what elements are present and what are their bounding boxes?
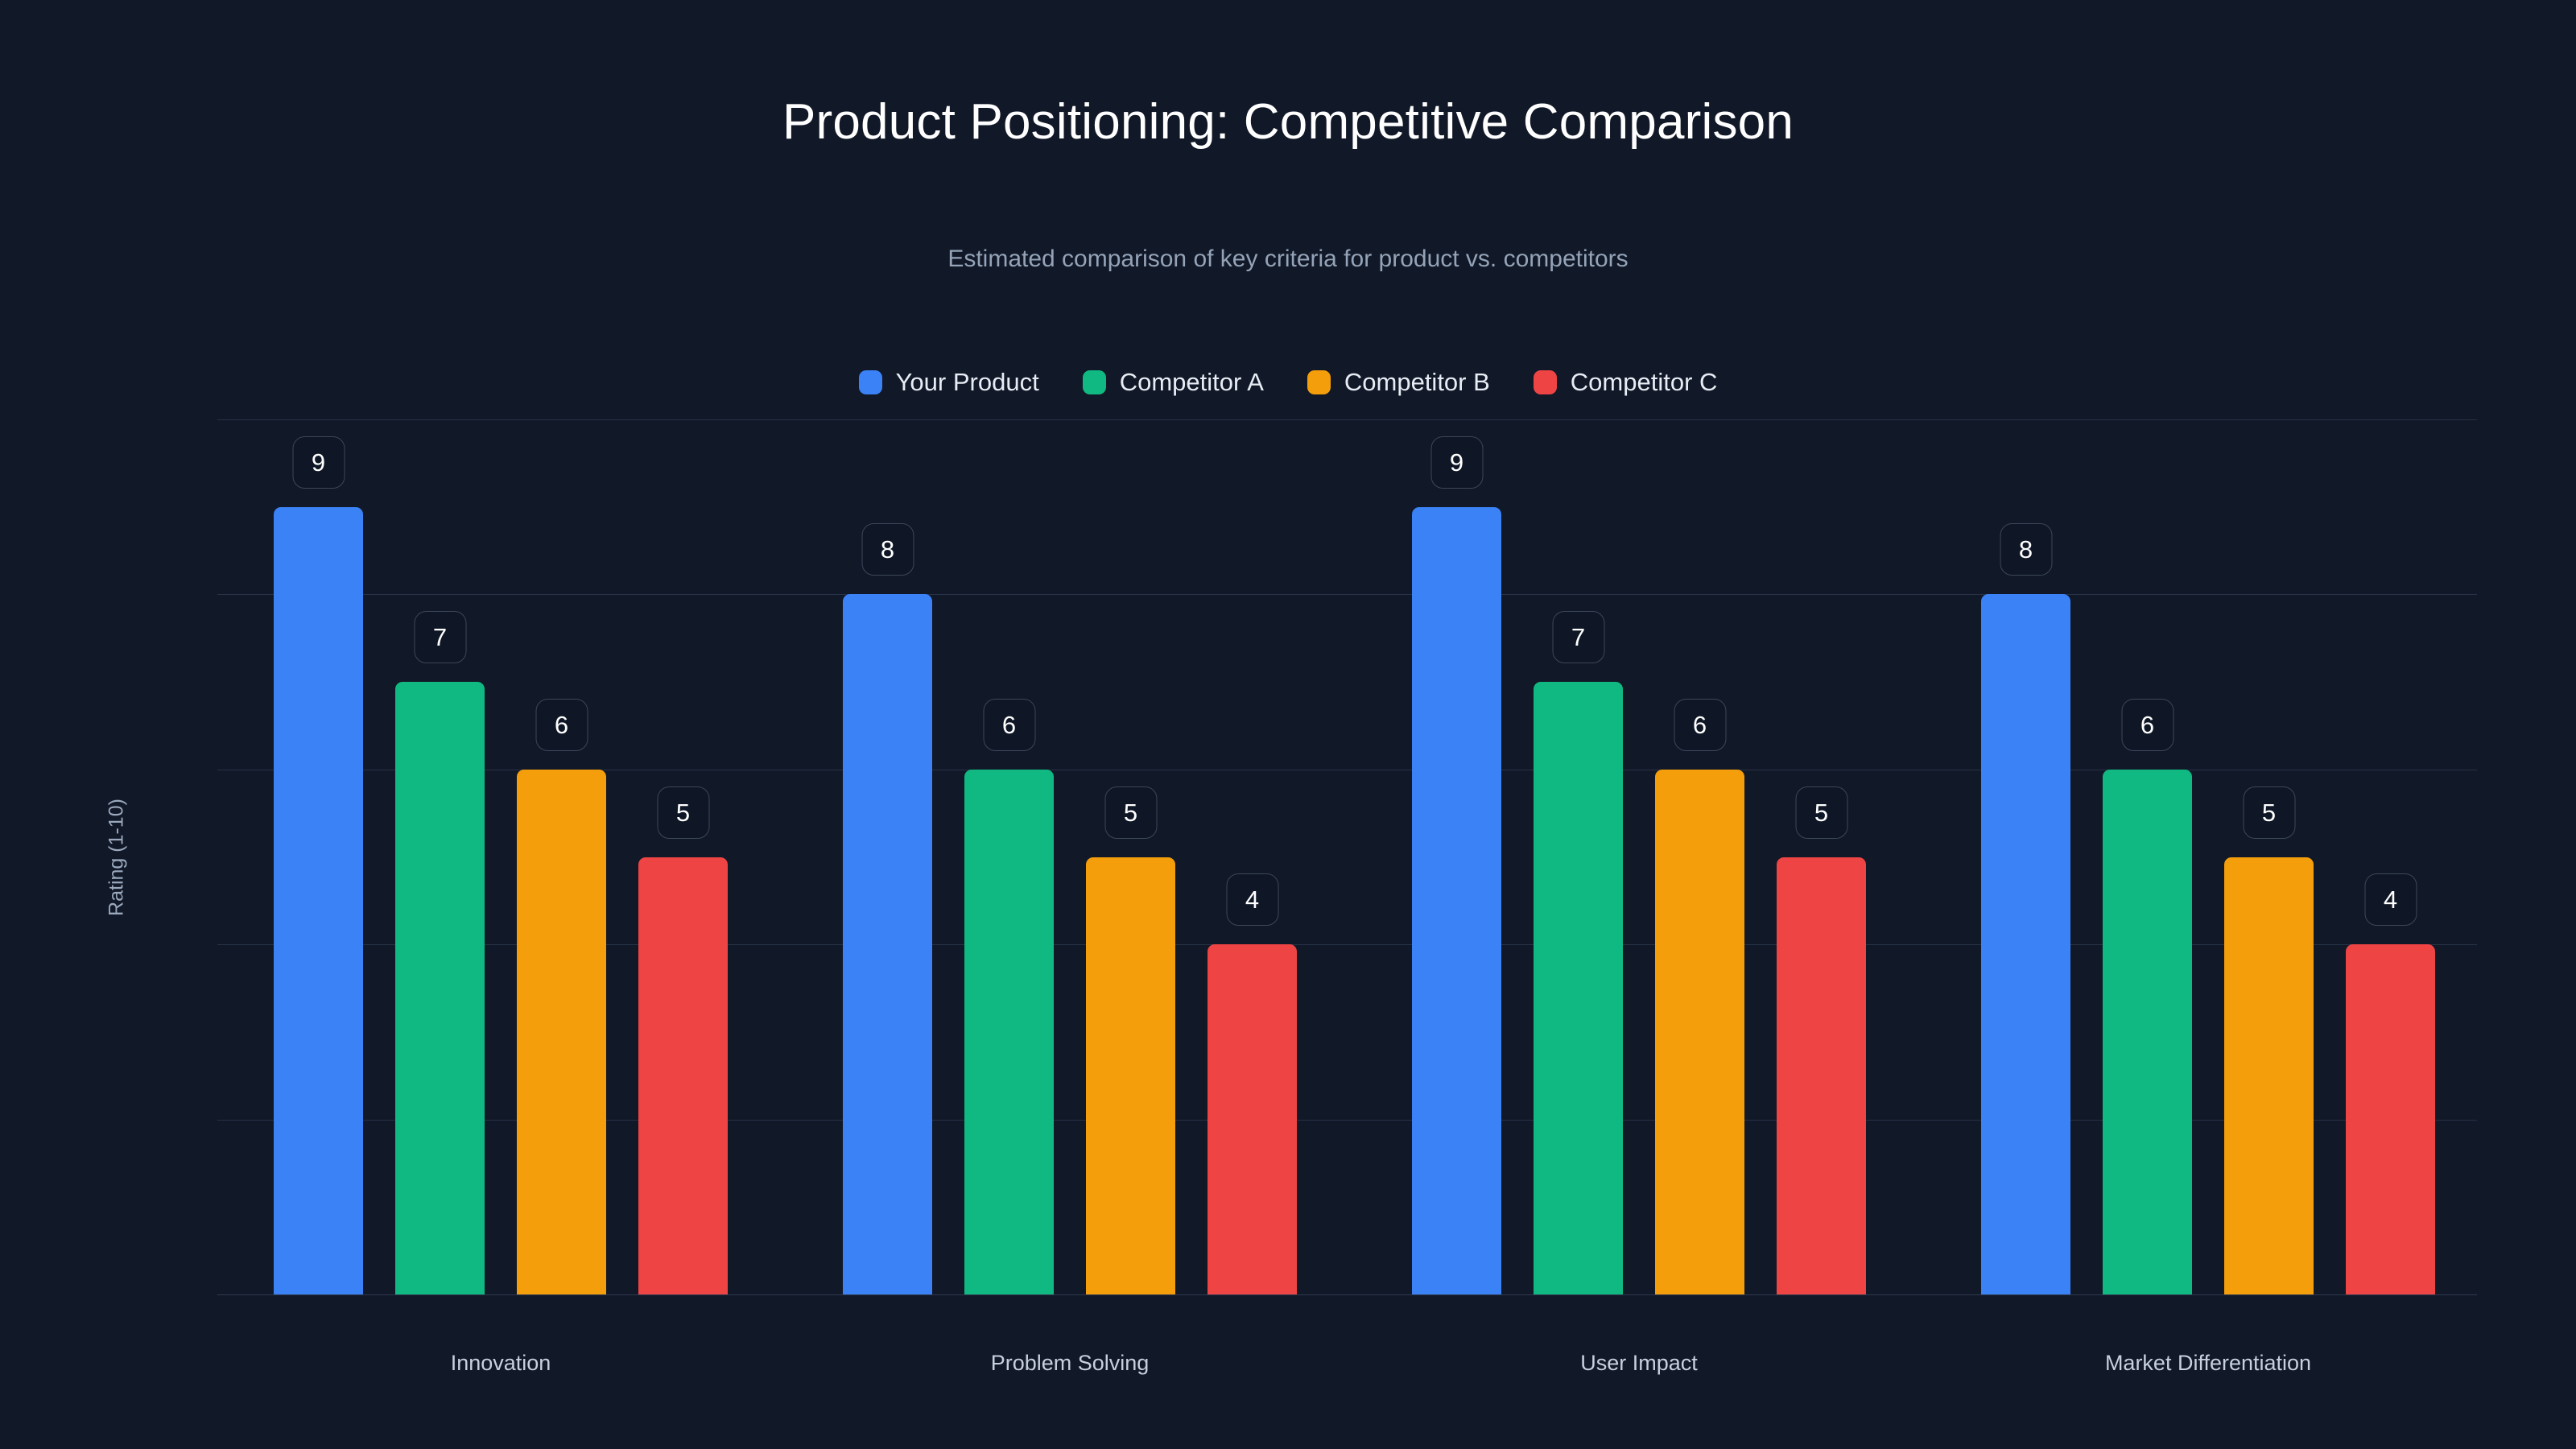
bar[interactable] xyxy=(2346,944,2435,1294)
bar-value-label: 6 xyxy=(535,698,588,751)
x-axis-category-label: Problem Solving xyxy=(990,1351,1150,1375)
bar[interactable] xyxy=(1086,857,1175,1294)
gridline-10 xyxy=(217,419,2477,420)
bar[interactable] xyxy=(1208,944,1297,1294)
bar-value-label: 7 xyxy=(414,611,466,664)
chart-subtitle: Estimated comparison of key criteria for… xyxy=(947,246,1629,272)
gridline-8 xyxy=(217,594,2477,596)
bar[interactable] xyxy=(964,769,1054,1294)
bar[interactable] xyxy=(517,769,606,1294)
legend-item-3[interactable]: Competitor C xyxy=(1533,368,1718,396)
gridline-0 xyxy=(217,1294,2477,1295)
legend-swatch-icon xyxy=(858,369,882,394)
legend-item-label: Competitor C xyxy=(1570,368,1718,396)
bar[interactable] xyxy=(1412,506,1501,1294)
bar-value-label: 9 xyxy=(292,436,345,489)
legend-item-label: Competitor A xyxy=(1119,368,1264,396)
bar-value-label: 9 xyxy=(1430,436,1483,489)
bars-layer: 9 7 6 5 8 6 5 4 9 7 6 5 8 6 5 4 xyxy=(217,419,2477,1294)
bar[interactable] xyxy=(1981,594,2070,1294)
bar-value-label: 4 xyxy=(2364,873,2417,927)
bar-value-label: 4 xyxy=(1226,873,1278,927)
bar[interactable] xyxy=(638,857,728,1294)
y-axis-title: Rating (1-10) xyxy=(105,798,128,916)
bar-value-label: 6 xyxy=(2121,698,2174,751)
x-axis-category-label: Innovation xyxy=(450,1351,551,1375)
bar[interactable] xyxy=(2103,769,2192,1294)
bar-value-label: 6 xyxy=(1674,698,1726,751)
bar[interactable] xyxy=(1655,769,1744,1294)
chart-legend: Your Product Competitor A Competitor B Comp… xyxy=(0,369,2576,394)
legend-item-2[interactable]: Competitor B xyxy=(1307,369,1490,394)
chart-title: Product Positioning: Competitive Compari… xyxy=(782,94,1794,150)
bar[interactable] xyxy=(843,594,932,1294)
bar[interactable] xyxy=(1534,682,1623,1294)
bar[interactable] xyxy=(2224,857,2314,1294)
gridline-2 xyxy=(217,1119,2477,1121)
gridline-4 xyxy=(217,944,2477,946)
x-axis-category-label: Market Differentiation xyxy=(2104,1351,2312,1375)
legend-item-label: Competitor B xyxy=(1344,368,1490,396)
bar-value-label: 6 xyxy=(983,698,1035,751)
bar-value-label: 8 xyxy=(2000,523,2052,576)
bar-value-label: 8 xyxy=(861,523,914,576)
bar[interactable] xyxy=(274,506,363,1294)
bar-value-label: 5 xyxy=(657,786,709,839)
bar-value-label: 5 xyxy=(1795,786,1847,839)
legend-item-0[interactable]: Your Product xyxy=(858,368,1039,396)
bar-value-label: 5 xyxy=(1104,786,1157,839)
legend-swatch-icon xyxy=(1533,369,1557,394)
legend-item-label: Your Product xyxy=(895,368,1039,396)
bar-value-label: 7 xyxy=(1552,611,1604,664)
legend-swatch-icon xyxy=(1307,369,1331,394)
legend-swatch-icon xyxy=(1082,369,1106,394)
bar[interactable] xyxy=(395,682,485,1294)
x-axis-category-label: User Impact xyxy=(1580,1351,1698,1375)
legend-item-1[interactable]: Competitor A xyxy=(1082,368,1264,396)
bar[interactable] xyxy=(1777,857,1866,1294)
bar-value-label: 5 xyxy=(2243,786,2295,839)
